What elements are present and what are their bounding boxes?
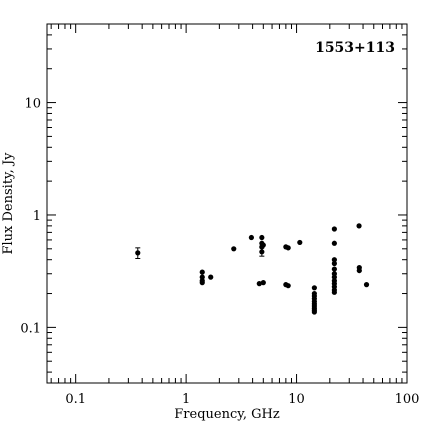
x-tick-label: 100 xyxy=(395,392,420,407)
data-point xyxy=(331,226,337,232)
data-point xyxy=(256,281,262,287)
data-point xyxy=(356,223,362,229)
data-point xyxy=(259,234,265,241)
x-tick-label: 10 xyxy=(288,392,305,407)
data-point xyxy=(285,245,291,251)
data-point xyxy=(363,282,370,288)
data-point xyxy=(199,269,205,275)
data-point xyxy=(331,266,337,272)
data-point xyxy=(199,280,205,286)
data-point xyxy=(297,239,303,246)
data-point xyxy=(331,257,337,263)
data-point xyxy=(331,289,337,295)
data-point xyxy=(356,267,362,274)
data-point xyxy=(331,274,337,280)
data-point xyxy=(311,285,317,291)
x-tick-label: 1 xyxy=(182,392,190,407)
data-point xyxy=(208,274,214,280)
data-point xyxy=(285,283,291,289)
x-tick-label: 0.1 xyxy=(65,392,86,407)
y-axis-label: Flux Density, Jy xyxy=(1,152,16,255)
ticks-layer xyxy=(47,23,408,383)
y-tick-label: 10 xyxy=(24,97,41,112)
points-layer xyxy=(135,223,370,315)
data-point xyxy=(311,309,317,315)
data-point xyxy=(260,280,266,286)
chart-title: 1553+113 xyxy=(315,40,395,56)
data-point xyxy=(248,234,254,241)
y-tick-label: 1 xyxy=(33,209,41,224)
data-point xyxy=(260,242,266,248)
data-point xyxy=(199,274,205,280)
data-point xyxy=(259,249,265,255)
data-point xyxy=(331,240,337,246)
y-tick-label: 0.1 xyxy=(20,321,41,336)
labels-layer: 0.1 1 10 100 0.1 1 10 xyxy=(20,97,419,407)
data-point xyxy=(331,260,337,267)
data-point xyxy=(135,250,141,256)
data-point xyxy=(231,246,237,252)
plot-frame xyxy=(46,23,408,384)
x-axis-label: Frequency, GHz xyxy=(174,407,280,422)
